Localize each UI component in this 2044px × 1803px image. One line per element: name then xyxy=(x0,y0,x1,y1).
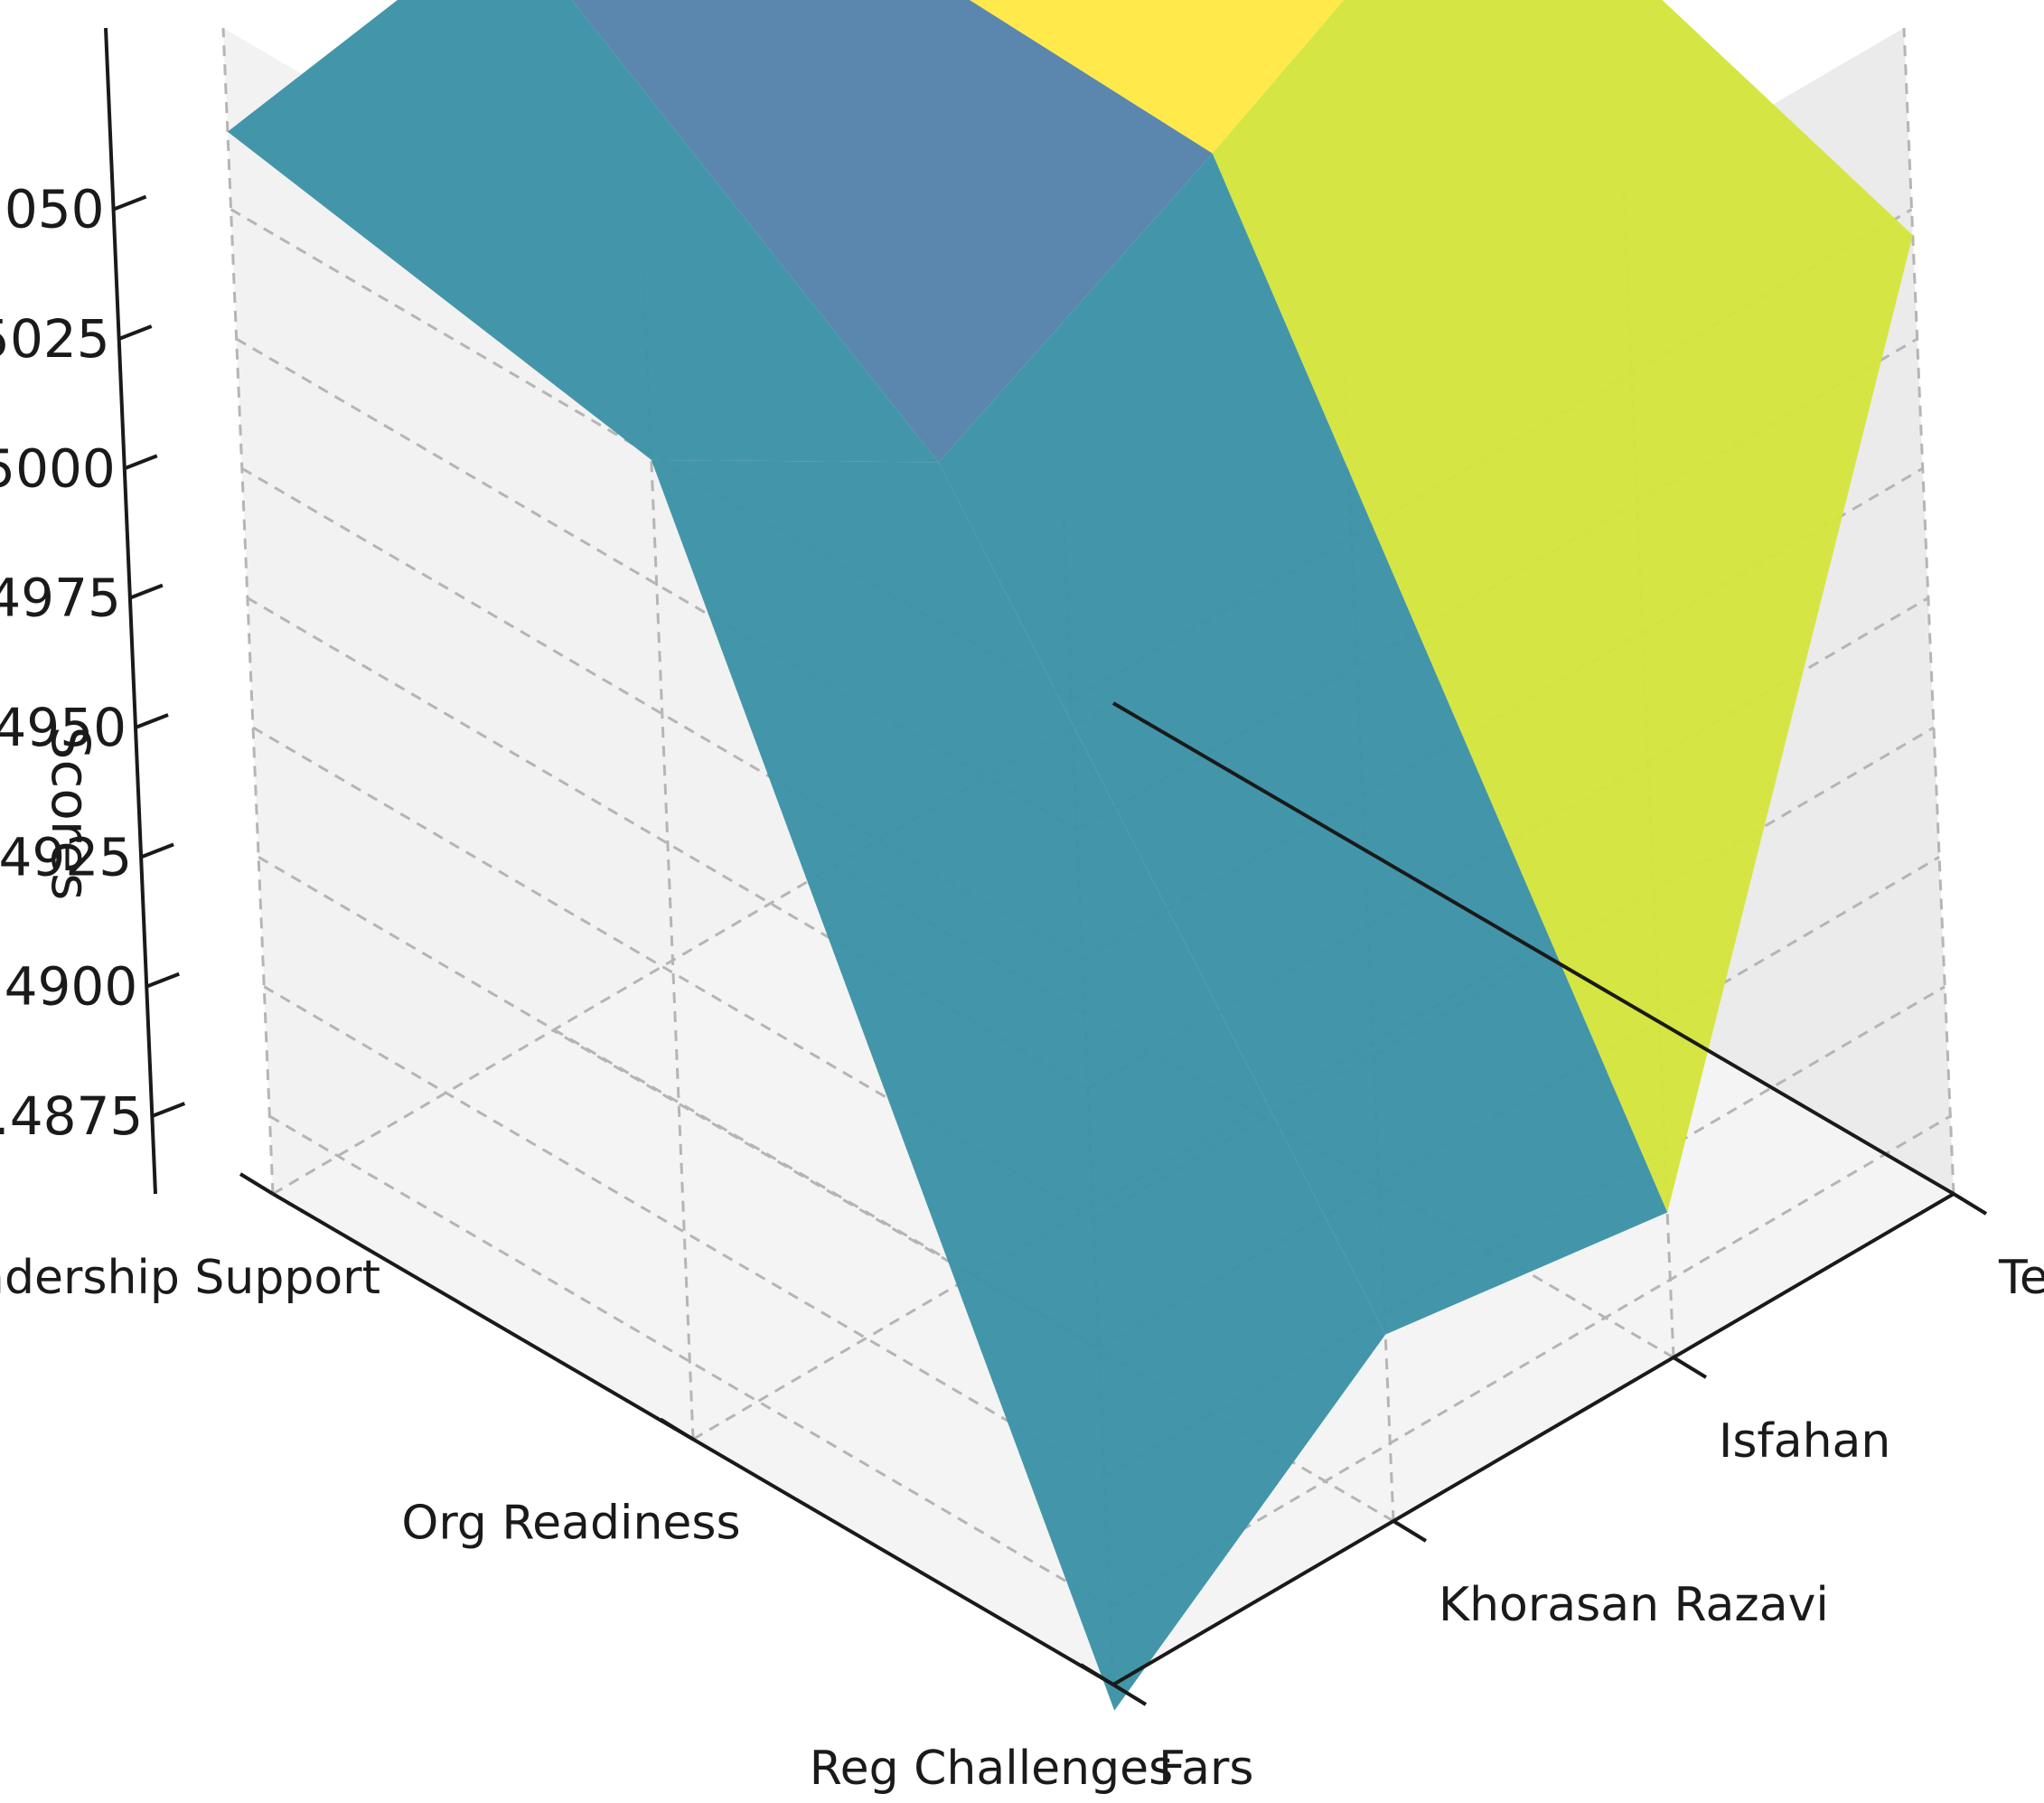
grid-z-left xyxy=(268,1114,1111,1609)
z-tick-label: 0.4925 xyxy=(0,826,132,887)
y-tick-mark xyxy=(1111,1683,1148,1706)
grid-z-left xyxy=(241,467,1083,961)
grid-z-right xyxy=(1109,1114,1952,1609)
grid-x-floor xyxy=(692,947,1534,1441)
grid-z-left xyxy=(247,596,1089,1090)
z-tick-label: 0.4975 xyxy=(0,568,121,629)
grid-y-floor xyxy=(832,865,1674,1359)
y-tick-label: Khorasan Razavi xyxy=(1439,1578,1829,1632)
surface-face-0-1 xyxy=(571,0,1213,463)
y-tick-mark xyxy=(1392,1519,1428,1543)
grid-x-wall xyxy=(221,27,275,1195)
grid-z-left xyxy=(263,985,1105,1479)
x-tick-label: Leadership Support xyxy=(0,1251,380,1305)
surface xyxy=(227,0,1913,1711)
z-tick-mark xyxy=(117,324,153,341)
z-tick-mark xyxy=(140,842,174,859)
grid-z-left xyxy=(258,856,1100,1349)
surface-face-0-2 xyxy=(227,0,939,463)
x-tick-label: Org Readiness xyxy=(401,1497,740,1551)
z-tick-mark xyxy=(135,713,169,729)
surface-face-1-0 xyxy=(1212,0,1913,1213)
x-axis-line xyxy=(1111,701,1955,1196)
z-tick-label: 0.4900 xyxy=(0,956,137,1018)
z-tick-label: 0.5025 xyxy=(0,308,110,370)
y-axis-line xyxy=(1111,1192,1955,1686)
grid-z-left xyxy=(230,208,1073,701)
y-tick-label: Tehran xyxy=(1998,1251,2044,1305)
grid-z-left xyxy=(235,337,1078,831)
y-tick-label: Fars xyxy=(1158,1742,1253,1796)
z-tick-mark xyxy=(145,972,180,989)
y-tick-mark xyxy=(1672,1356,1708,1379)
grid-x-floor xyxy=(272,701,1114,1196)
z-tick-label: 0.4950 xyxy=(0,697,127,758)
z-tick-mark xyxy=(124,454,158,471)
x-tick-mark xyxy=(1079,1663,1115,1686)
z-tick-mark xyxy=(129,583,164,600)
surface-face-1-2 xyxy=(651,459,1386,1711)
x-tick-mark xyxy=(659,1417,695,1441)
grid-y-wall xyxy=(1902,27,1955,1195)
grid-x-wall xyxy=(642,273,695,1440)
x-tick-mark xyxy=(239,1172,275,1196)
x-tick-label: Reg Challenges xyxy=(810,1742,1173,1796)
y-tick-mark xyxy=(1952,1192,1988,1216)
z-tick-mark xyxy=(151,1102,186,1118)
z-axis-label: Scores xyxy=(40,727,101,901)
y-tick-label: Isfahan xyxy=(1719,1414,1890,1469)
grid-z-left xyxy=(252,726,1094,1220)
z-tick-label: 0.4875 xyxy=(0,1085,143,1147)
surface-face-1-1 xyxy=(938,153,1668,1335)
z-axis-line xyxy=(104,27,157,1195)
surface-face-0-0 xyxy=(970,0,1345,154)
z-tick-mark xyxy=(112,194,147,211)
